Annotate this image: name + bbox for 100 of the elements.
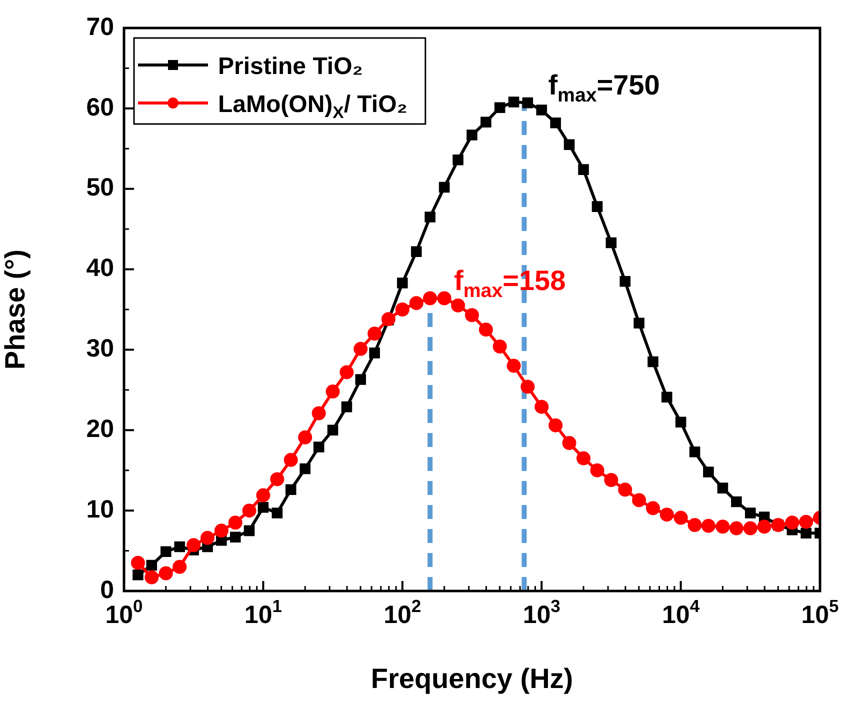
point bbox=[688, 518, 702, 532]
point bbox=[716, 520, 730, 534]
point bbox=[285, 484, 296, 496]
point bbox=[397, 278, 408, 288]
point bbox=[270, 472, 284, 486]
point bbox=[341, 401, 352, 412]
point bbox=[634, 318, 644, 329]
point bbox=[494, 102, 506, 114]
point bbox=[451, 298, 466, 312]
point bbox=[701, 518, 716, 533]
point bbox=[354, 342, 368, 356]
point bbox=[410, 246, 422, 257]
point bbox=[452, 154, 464, 166]
legend-label: Pristine TiO₂ bbox=[218, 53, 363, 80]
point bbox=[675, 416, 686, 428]
point bbox=[703, 466, 714, 478]
point bbox=[272, 508, 283, 518]
point bbox=[743, 521, 758, 536]
point bbox=[689, 446, 700, 458]
point bbox=[492, 339, 507, 354]
point bbox=[646, 501, 660, 516]
point bbox=[717, 482, 728, 494]
point bbox=[632, 493, 646, 508]
point bbox=[132, 570, 144, 580]
point bbox=[800, 528, 812, 538]
point bbox=[312, 406, 326, 420]
point bbox=[313, 442, 324, 452]
point bbox=[424, 212, 436, 222]
point bbox=[799, 514, 814, 529]
point bbox=[174, 541, 186, 552]
point bbox=[522, 97, 534, 108]
point bbox=[368, 326, 382, 341]
point bbox=[438, 182, 450, 193]
point bbox=[256, 488, 270, 502]
point bbox=[731, 496, 742, 508]
point bbox=[620, 276, 630, 287]
point bbox=[258, 502, 269, 513]
point bbox=[230, 532, 241, 542]
point bbox=[480, 116, 492, 128]
y-tick-label: 10 bbox=[86, 495, 114, 524]
point bbox=[242, 504, 256, 518]
point bbox=[576, 451, 591, 466]
point bbox=[214, 524, 228, 538]
point bbox=[604, 473, 618, 488]
point bbox=[618, 482, 632, 497]
point bbox=[300, 463, 310, 474]
point bbox=[562, 436, 576, 450]
point bbox=[506, 358, 521, 373]
point bbox=[464, 308, 479, 322]
point bbox=[200, 530, 215, 545]
point bbox=[186, 538, 201, 552]
point bbox=[648, 356, 658, 368]
point bbox=[326, 384, 340, 399]
point bbox=[327, 424, 338, 436]
point bbox=[244, 525, 255, 536]
point bbox=[564, 139, 575, 150]
y-tick-label: 70 bbox=[86, 12, 114, 41]
point bbox=[437, 291, 452, 306]
point bbox=[172, 560, 187, 574]
point bbox=[606, 237, 617, 248]
point bbox=[674, 510, 688, 525]
point bbox=[228, 516, 242, 530]
y-axis-title: Phase (°) bbox=[0, 249, 31, 370]
y-tick-label: 20 bbox=[86, 415, 114, 444]
point bbox=[160, 546, 172, 557]
point bbox=[744, 508, 756, 518]
point bbox=[550, 118, 561, 128]
x-axis-title: Frequency (Hz) bbox=[370, 662, 574, 694]
point bbox=[158, 566, 173, 580]
point bbox=[536, 104, 547, 116]
point bbox=[298, 430, 312, 444]
point bbox=[355, 374, 366, 385]
point bbox=[660, 508, 674, 522]
point bbox=[146, 560, 158, 571]
point bbox=[466, 130, 478, 140]
point bbox=[548, 418, 563, 432]
point bbox=[534, 400, 549, 414]
y-tick-label: 60 bbox=[86, 93, 114, 122]
y-tick-label: 50 bbox=[86, 174, 114, 202]
point bbox=[381, 312, 396, 326]
point bbox=[284, 452, 298, 467]
point bbox=[729, 521, 744, 536]
y-tick-label: 40 bbox=[86, 254, 114, 282]
point bbox=[592, 201, 603, 212]
point bbox=[508, 96, 520, 108]
point bbox=[395, 302, 410, 316]
point bbox=[369, 348, 380, 358]
point bbox=[590, 463, 604, 478]
y-tick-label: 30 bbox=[86, 334, 114, 363]
point bbox=[757, 520, 772, 534]
point bbox=[578, 164, 589, 175]
point bbox=[478, 322, 493, 337]
point bbox=[661, 392, 672, 403]
point bbox=[130, 556, 145, 570]
point bbox=[785, 516, 800, 530]
point bbox=[423, 291, 438, 306]
point bbox=[520, 380, 535, 394]
point bbox=[409, 296, 424, 310]
point bbox=[144, 570, 159, 584]
point bbox=[340, 365, 354, 380]
